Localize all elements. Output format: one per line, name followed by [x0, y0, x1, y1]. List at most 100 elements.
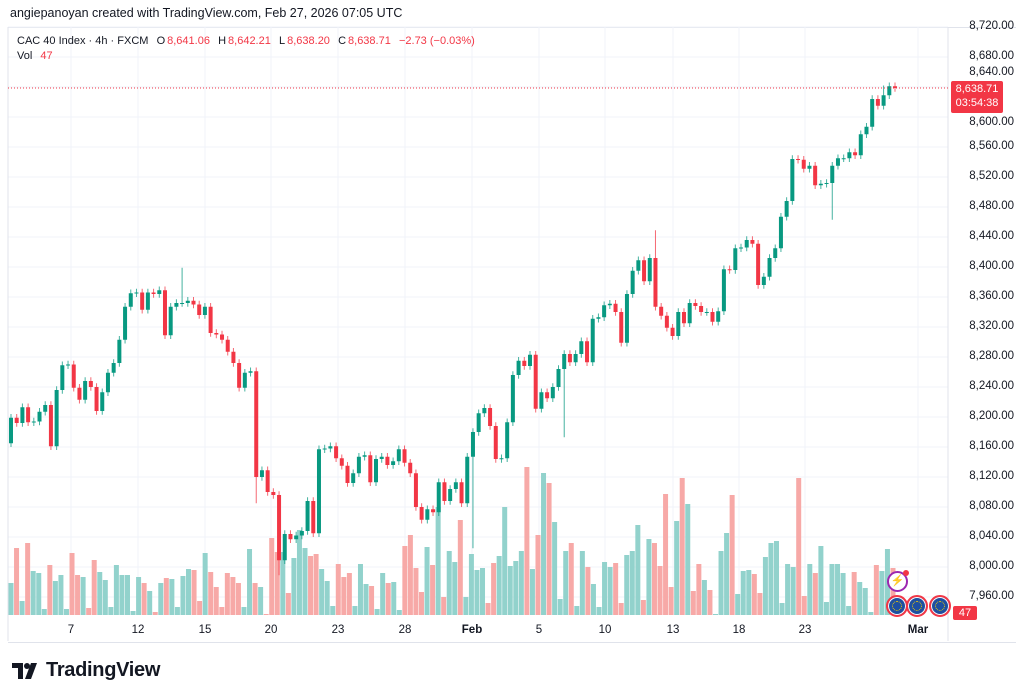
candle-body	[60, 365, 65, 390]
candle-body	[482, 408, 487, 414]
candle-body	[516, 360, 521, 375]
candle-body	[77, 387, 82, 400]
candle-body	[773, 248, 778, 258]
candle-body	[681, 312, 686, 324]
volume-bar	[452, 562, 458, 615]
eu-flag-event-icon[interactable]	[929, 595, 951, 617]
volume-bar	[807, 564, 813, 615]
volume-bar	[818, 546, 824, 615]
volume-bar	[524, 467, 530, 615]
candle-body	[488, 408, 493, 426]
volume-bar	[30, 571, 36, 615]
volume-bar	[829, 564, 835, 615]
time-tick-label: 13	[666, 624, 680, 636]
volume-bar	[119, 575, 125, 615]
eu-flag-event-icon[interactable]	[906, 595, 928, 617]
candle-body	[493, 426, 498, 459]
price-tick-label: 8,520.00	[969, 170, 1014, 182]
candle-body	[841, 158, 846, 160]
candle-body	[510, 375, 515, 423]
eu-flag-event-icon[interactable]	[886, 595, 908, 617]
price-tick-label: 8,280.00	[969, 350, 1014, 362]
volume-bar	[258, 587, 264, 615]
volume-bar	[219, 607, 225, 615]
volume-bar	[502, 507, 508, 615]
volume-bar	[19, 601, 25, 615]
volume-bar	[41, 609, 47, 615]
candle-body	[465, 456, 470, 504]
candle-body	[704, 312, 709, 313]
volume-bar	[685, 504, 691, 615]
volume-bar	[113, 565, 119, 615]
candle-body	[14, 417, 19, 423]
volume-bar	[851, 572, 857, 615]
volume-bar	[529, 569, 535, 615]
volume-bar	[380, 573, 386, 615]
tradingview-logo[interactable]: TradingView	[12, 659, 160, 682]
price-tick-label: 8,400.00	[969, 260, 1014, 272]
candle-body	[168, 306, 173, 336]
candle-body	[579, 341, 584, 354]
lightning-event-icon[interactable]: ⚡	[887, 570, 909, 592]
volume-bar	[280, 552, 286, 615]
candle-body	[254, 371, 259, 477]
candle-body	[567, 354, 572, 363]
volume-bar	[624, 555, 630, 615]
candle-body	[225, 339, 230, 352]
volume-bar	[629, 551, 635, 615]
candle-body	[305, 501, 310, 531]
candle-body	[282, 534, 287, 561]
candle-body	[185, 300, 190, 303]
symbol-legend: CAC 40 Index · 4h · FXCM O 8,641.06 H 8,64…	[17, 34, 477, 64]
candle-body	[653, 258, 658, 307]
candle-body	[824, 183, 829, 184]
candle-body	[162, 290, 167, 336]
candle-body	[442, 482, 447, 501]
time-tick-label: 15	[198, 624, 212, 636]
volume-bar	[868, 612, 874, 615]
volume-bar	[152, 612, 158, 615]
volume-label[interactable]: Vol	[17, 50, 33, 62]
candle-body	[807, 165, 812, 169]
volume-bar	[269, 538, 275, 615]
symbol-title[interactable]: CAC 40 Index · 4h · FXCM	[17, 35, 149, 47]
volume-bar	[441, 597, 447, 615]
time-tick-label: 23	[331, 624, 345, 636]
candle-body	[191, 300, 196, 305]
candle-body	[790, 159, 795, 201]
price-tick-label: 8,080.00	[969, 500, 1014, 512]
volume-bar	[513, 561, 519, 615]
time-tick-label: 18	[732, 624, 746, 636]
volume-bar	[552, 522, 558, 615]
volume-bar	[823, 602, 829, 615]
price-chart[interactable]	[0, 0, 1024, 645]
candle-body	[356, 456, 361, 474]
volume-bar	[52, 581, 58, 615]
volume-bar	[213, 587, 219, 615]
candle-body	[208, 306, 213, 333]
volume-bar	[507, 566, 513, 615]
volume-bar	[69, 553, 75, 615]
candle-body	[26, 407, 31, 423]
volume-bar	[579, 551, 585, 615]
volume-bar	[574, 606, 580, 615]
volume-bar	[413, 568, 419, 615]
volume-bar	[8, 583, 14, 615]
candle-body	[733, 248, 738, 270]
volume-bar	[862, 588, 868, 615]
volume-bar	[890, 568, 896, 615]
volume-bar	[319, 569, 325, 615]
candle-body	[642, 260, 647, 282]
price-tick-label: 8,160.00	[969, 440, 1014, 452]
candle-body	[140, 292, 145, 310]
candle-body	[402, 449, 407, 463]
candle-body	[271, 492, 276, 495]
candle-body	[100, 392, 105, 411]
candle-body	[470, 432, 475, 457]
volume-bar	[546, 483, 552, 615]
volume-bar	[518, 551, 524, 615]
candle-body	[20, 407, 25, 423]
volume-bar	[430, 565, 436, 615]
candle-body	[54, 390, 59, 447]
candle-body	[242, 372, 247, 388]
